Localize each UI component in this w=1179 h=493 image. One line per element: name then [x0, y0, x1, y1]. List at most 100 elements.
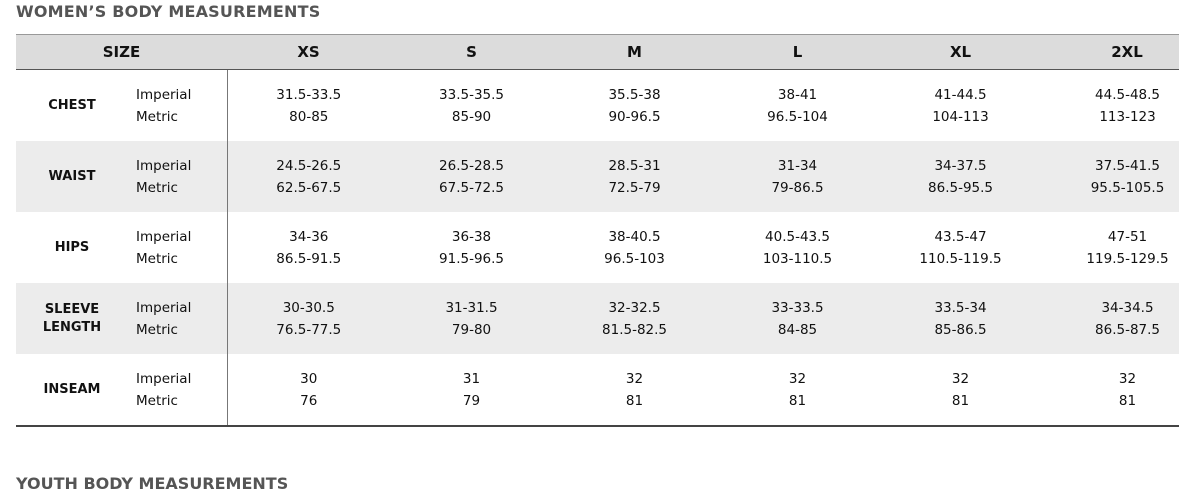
measure-label: INSEAM [16, 354, 128, 427]
value-cell: 31 79 [390, 354, 554, 427]
metric-value: 85-90 [451, 108, 492, 125]
imperial-value: 38-40.5 [608, 228, 661, 245]
imperial-value: 26.5-28.5 [439, 157, 505, 174]
imperial-value: 31-34 [777, 157, 818, 174]
metric-value: 79-86.5 [771, 179, 824, 196]
value-cell: 38-40.5 96.5-103 [553, 212, 716, 283]
header-cell: XL [879, 34, 1043, 70]
value-cell: 37.5-41.5 95.5-105.5 [1042, 141, 1179, 212]
imperial-value: 34-36 [289, 228, 329, 245]
metric-value: 103-110.5 [762, 250, 833, 267]
value-cell: 32 81 [553, 354, 717, 427]
value-cell: 35.5-38 90-96.5 [553, 70, 716, 142]
measure-label: CHEST [48, 97, 96, 113]
imperial-value: 31 [462, 370, 481, 387]
metric-value: 81 [951, 392, 970, 409]
metric-value: 86.5-91.5 [276, 250, 342, 267]
metric-value: 110.5-119.5 [919, 250, 1002, 267]
metric-value: 85-86.5 [934, 321, 987, 338]
metric-value: 90-96.5 [608, 108, 661, 125]
units-cell: Imperial Metric [128, 354, 228, 427]
header-cell: L [716, 34, 880, 70]
imperial-value: 43.5-47 [934, 228, 987, 245]
section-title: WOMEN’S BODY MEASUREMENTS [16, 2, 321, 21]
unit: Imperial [136, 157, 192, 174]
imperial-value: 44.5-48.5 [1095, 86, 1161, 103]
imperial-value: 32 [951, 370, 970, 387]
imperial-value: 34-37.5 [934, 157, 987, 174]
value-cell: 31-31.5 79-80 [390, 283, 554, 354]
size-table: SIZE XS S M L XL 2XL CHEST Imperial Metric 31.5-3… [16, 34, 1179, 427]
value-cell: 33.5-34 85-86.5 [879, 283, 1043, 354]
value-cell: 44.5-48.5 113-123 [1042, 70, 1179, 142]
measure-row: HIPS Imperial Metric 34-36 86.5-91.5 36-38 91.… [16, 212, 1179, 283]
unit: Metric [136, 250, 178, 267]
value-cell: 31-34 79-86.5 [716, 141, 880, 212]
imperial-value: 47-51 [1107, 228, 1148, 245]
imperial-value: 32-32.5 [608, 299, 661, 316]
imperial-value: 32 [625, 370, 644, 387]
metric-value: 67.5-72.5 [439, 179, 505, 196]
value-cell: 32 81 [1042, 354, 1179, 427]
unit: Imperial [136, 370, 192, 387]
value-cell: 28.5-31 72.5-79 [553, 141, 717, 212]
header-cell: S [390, 34, 554, 70]
value-cell: 34-37.5 86.5-95.5 [879, 141, 1043, 212]
imperial-value: 31-31.5 [445, 299, 498, 316]
imperial-value: 36-38 [451, 228, 492, 245]
imperial-value: 32 [1118, 370, 1137, 387]
value-cell: 30-30.5 76.5-77.5 [227, 283, 391, 354]
units-cell: Imperial Metric [128, 141, 228, 212]
imperial-value: 31.5-33.5 [276, 86, 342, 103]
imperial-value: 24.5-26.5 [276, 157, 342, 174]
value-cell: 33-33.5 84-85 [716, 283, 880, 354]
measure-row: CHEST Imperial Metric 31.5-33.5 80-85 33.5-35… [16, 69, 1179, 142]
imperial-value: 35.5-38 [608, 86, 661, 103]
measure-row: WAIST Imperial Metric 24.5-26.5 62.5-67.5 26.… [16, 141, 1179, 212]
value-cell: 24.5-26.5 62.5-67.5 [227, 141, 391, 212]
measure-label: HIPS [54, 239, 90, 255]
value-cell: 33.5-35.5 85-90 [390, 70, 553, 142]
value-cell: 40.5-43.5 103-110.5 [716, 212, 879, 283]
metric-value: 76 [300, 392, 318, 409]
value-cell: 32-32.5 81.5-82.5 [553, 283, 717, 354]
metric-value: 81.5-82.5 [602, 321, 668, 338]
metric-value: 81 [788, 392, 807, 409]
measure-label: WAIST [16, 141, 128, 212]
unit: Metric [136, 321, 178, 338]
value-cell: 32 81 [879, 354, 1043, 427]
imperial-value: 40.5-43.5 [765, 228, 831, 245]
units-cell: Imperial Metric [128, 212, 228, 283]
value-cell: 41-44.5 104-113 [879, 70, 1042, 142]
unit: Imperial [136, 86, 192, 103]
imperial-value: 33.5-35.5 [439, 86, 505, 103]
metric-value: 79 [462, 392, 481, 409]
imperial-value: 32 [788, 370, 807, 387]
metric-value: 79-80 [451, 321, 492, 338]
table-body: CHEST Imperial Metric 31.5-33.5 80-85 33.5-35… [16, 69, 1179, 427]
unit: Metric [136, 179, 178, 196]
value-cell: 34-34.5 86.5-87.5 [1042, 283, 1179, 354]
imperial-value: 28.5-31 [608, 157, 661, 174]
imperial-value: 30 [300, 370, 318, 387]
imperial-value: 38-41 [777, 86, 818, 103]
unit: Imperial [136, 228, 192, 245]
value-cell: 34-36 86.5-91.5 [227, 212, 390, 283]
measure-label: SLEEVE LENGTH [16, 283, 128, 354]
metric-value: 86.5-95.5 [928, 179, 994, 196]
value-cell: 43.5-47 110.5-119.5 [879, 212, 1042, 283]
imperial-value: 34-34.5 [1101, 299, 1154, 316]
imperial-value: 33-33.5 [771, 299, 824, 316]
value-cell: 31.5-33.5 80-85 [227, 70, 390, 142]
value-cell: 47-51 119.5-129.5 [1042, 212, 1179, 283]
header-cell: XS [227, 34, 391, 70]
metric-value: 91.5-96.5 [439, 250, 505, 267]
header-cell: SIZE [16, 34, 228, 70]
metric-value: 96.5-104 [767, 108, 828, 125]
metric-value: 80-85 [289, 108, 329, 125]
value-cell: 36-38 91.5-96.5 [390, 212, 553, 283]
metric-value: 62.5-67.5 [276, 179, 342, 196]
header-row: SIZE XS S M L XL 2XL [16, 34, 1179, 70]
value-cell: 38-41 96.5-104 [716, 70, 879, 142]
